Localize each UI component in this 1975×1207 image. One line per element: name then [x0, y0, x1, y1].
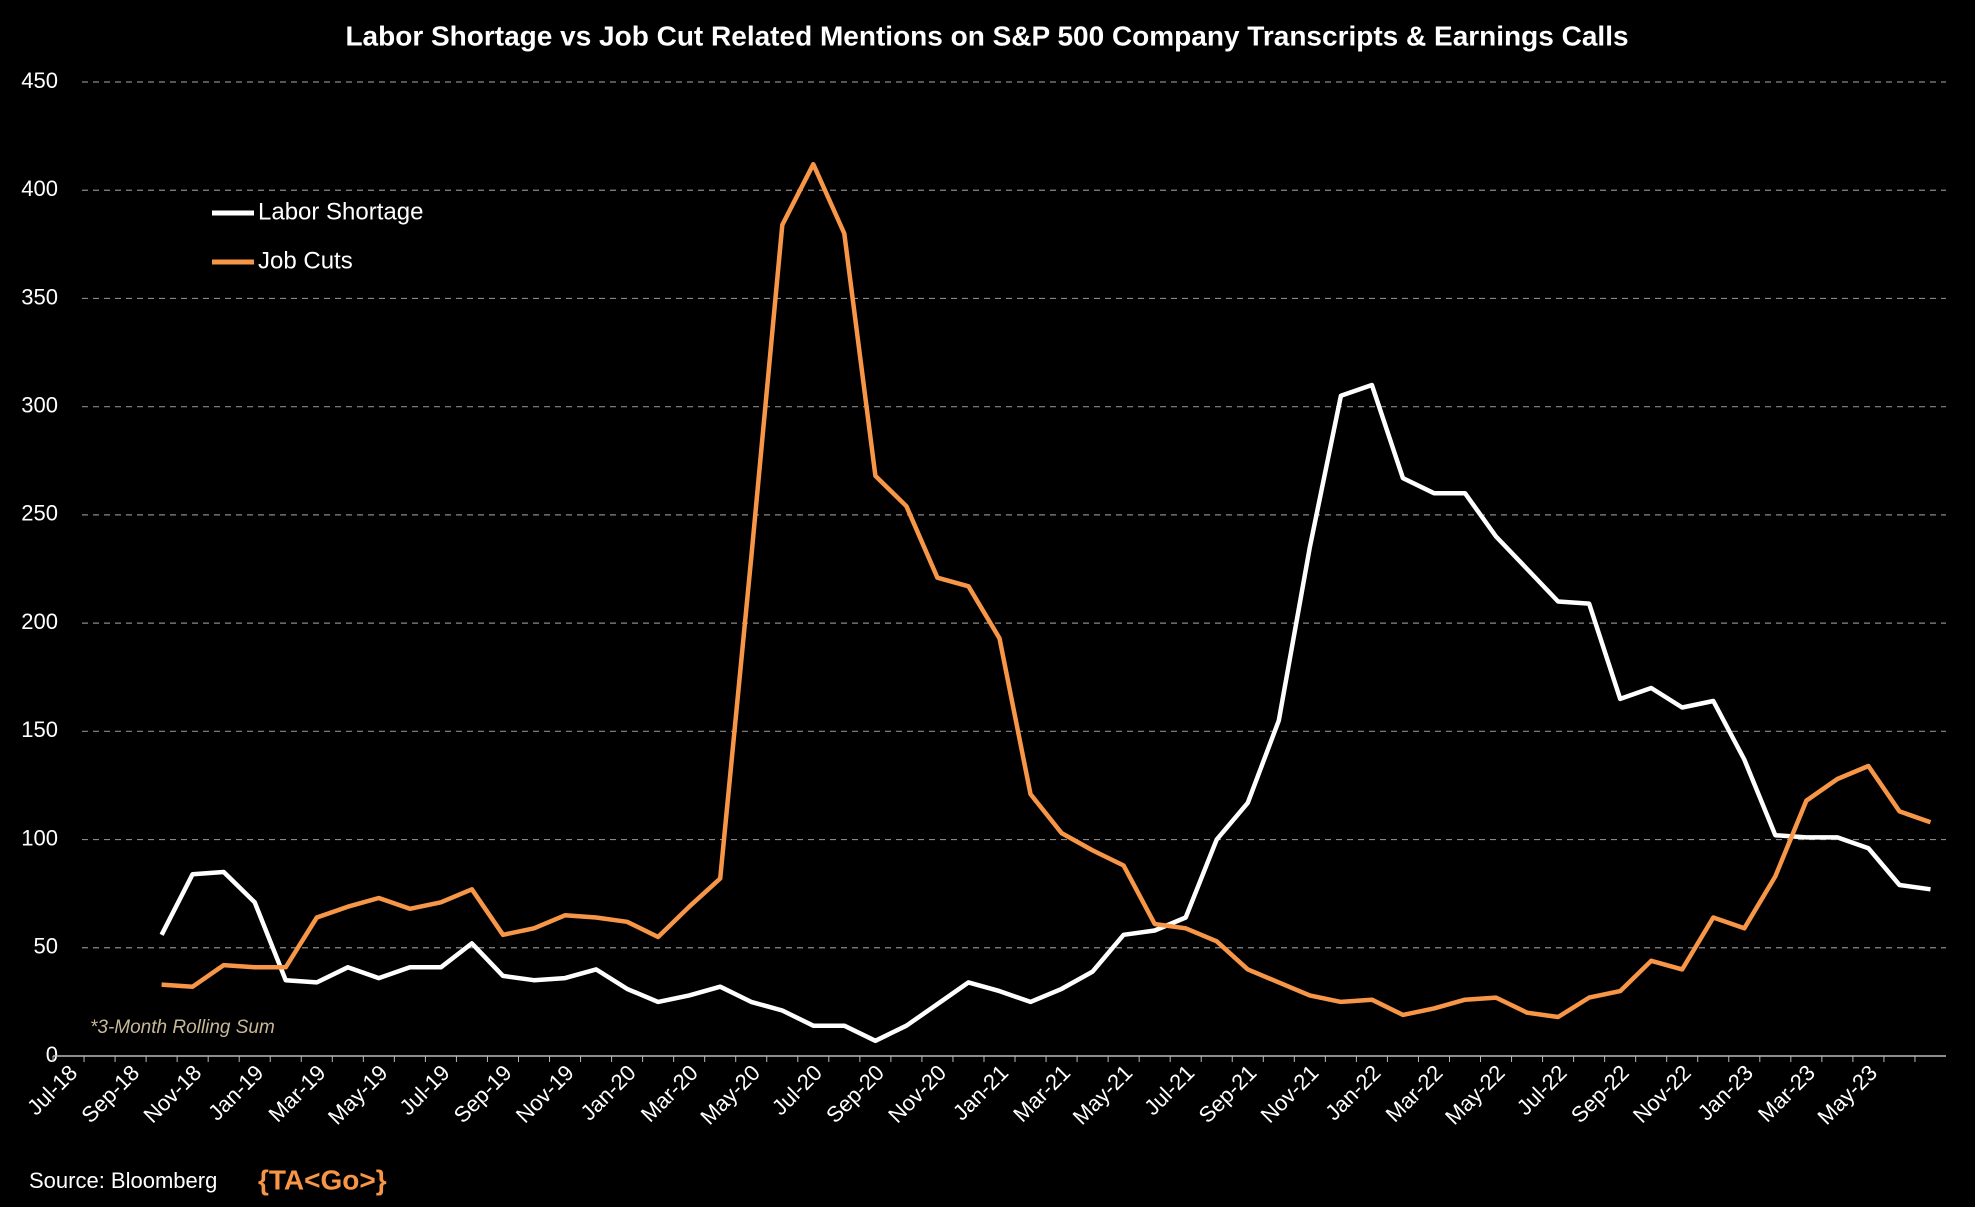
y-tick-label: 0 [46, 1042, 58, 1067]
series-line [159, 382, 1931, 1044]
x-tick-label: Nov-22 [1628, 1060, 1696, 1128]
x-tick-label: Mar-19 [263, 1060, 330, 1127]
y-tick-label: 450 [21, 68, 58, 93]
y-tick-label: 250 [21, 501, 58, 526]
x-tick-label: May-22 [1440, 1060, 1510, 1130]
y-tick-label: 400 [21, 176, 58, 201]
y-tick-label: 350 [21, 284, 58, 309]
series-line [161, 161, 1932, 1020]
y-tick-label: 200 [21, 609, 58, 634]
x-tick-label: Jan-19 [203, 1060, 268, 1125]
x-tick-label: Sep-20 [821, 1060, 889, 1128]
x-tick-label: Mar-21 [1008, 1060, 1075, 1127]
x-tick-label: Nov-20 [883, 1060, 951, 1128]
x-tick-label: May-21 [1068, 1060, 1138, 1130]
x-tick-label: Mar-20 [636, 1060, 703, 1127]
x-tick-label: Jan-21 [948, 1060, 1013, 1125]
x-tick-label: Jan-22 [1320, 1060, 1385, 1125]
x-tick-label: Nov-21 [1256, 1060, 1324, 1128]
x-tick-label: May-23 [1813, 1060, 1883, 1130]
x-tick-label: Jul-19 [395, 1060, 455, 1120]
x-tick-label: Jul-21 [1139, 1060, 1199, 1120]
x-tick-label: Mar-23 [1753, 1060, 1820, 1127]
annotation: *3-Month Rolling Sum [90, 1017, 275, 1038]
source: Source: Bloomberg [29, 1168, 217, 1193]
x-tick-label: Sep-19 [449, 1060, 517, 1128]
y-tick-label: 150 [21, 717, 58, 742]
x-tick-label: Sep-22 [1566, 1060, 1634, 1128]
x-tick-label: Jan-23 [1693, 1060, 1758, 1125]
x-tick-label: Nov-19 [511, 1060, 579, 1128]
x-tick-label: Mar-22 [1381, 1060, 1448, 1127]
legend-label: Labor Shortage [258, 198, 423, 225]
y-tick-label: 50 [34, 934, 58, 959]
x-tick-label: May-20 [695, 1060, 765, 1130]
x-tick-label: Jul-22 [1512, 1060, 1572, 1120]
x-tick-label: Sep-21 [1194, 1060, 1262, 1128]
x-tick-label: Jul-20 [767, 1060, 827, 1120]
legend-label: Job Cuts [258, 247, 353, 274]
x-tick-label: Nov-18 [138, 1060, 206, 1128]
y-tick-label: 300 [21, 392, 58, 417]
x-tick-label: Jul-18 [22, 1060, 82, 1120]
x-tick-label: Jan-20 [575, 1060, 640, 1125]
x-tick-label: May-19 [323, 1060, 393, 1130]
logo: {TA<Go>} [258, 1164, 387, 1195]
y-tick-label: 100 [21, 825, 58, 850]
x-tick-label: Sep-18 [76, 1060, 144, 1128]
chart-title: Labor Shortage vs Job Cut Related Mentio… [345, 20, 1628, 51]
